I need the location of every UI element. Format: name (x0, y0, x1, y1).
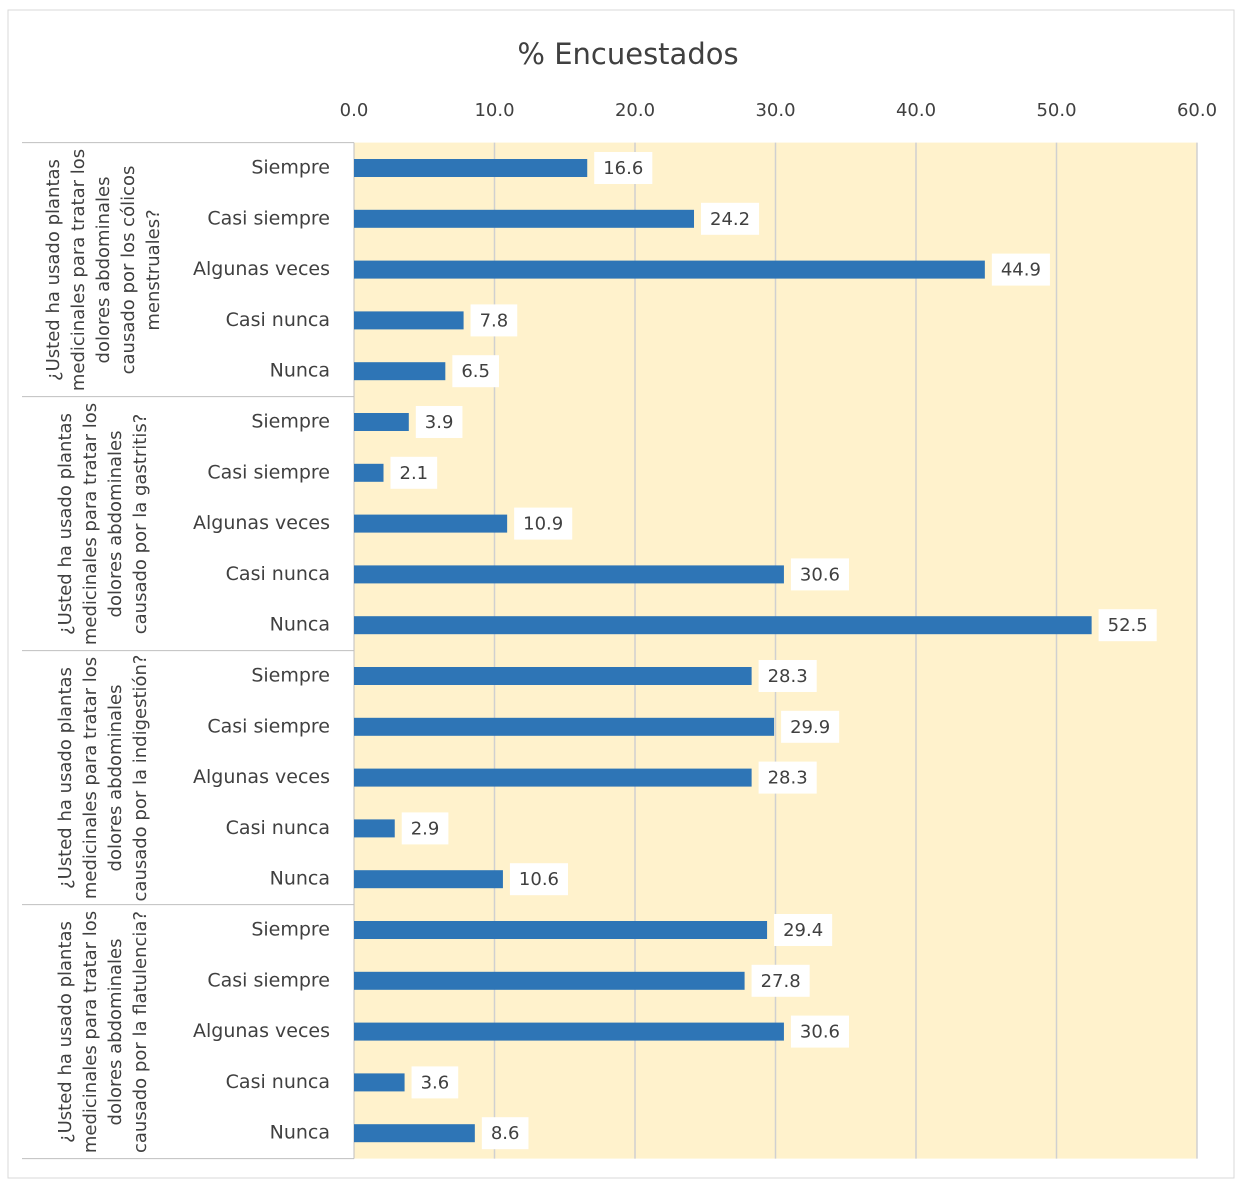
value-label-bg (401, 812, 449, 845)
category-label: Casi nunca (226, 817, 330, 839)
value-label-bg (991, 253, 1050, 286)
bar (354, 1073, 405, 1092)
chart-title: % Encuestados (517, 37, 738, 71)
value-label: 6.5 (461, 361, 490, 382)
bar (354, 413, 409, 431)
bar (354, 1124, 475, 1143)
value-label: 16.6 (603, 158, 643, 179)
category-label: Nunca (270, 1122, 330, 1144)
category-label: Siempre (251, 919, 330, 941)
bar (354, 1022, 784, 1041)
value-label: 30.6 (800, 564, 840, 585)
value-label: 2.1 (400, 463, 429, 484)
value-label: 3.6 (421, 1072, 450, 1093)
value-label-bg (452, 355, 499, 388)
group-label: ¿Usted ha usado plantas medicinales para… (55, 402, 151, 645)
category-label: Nunca (270, 614, 330, 636)
category-label: Algunas veces (193, 258, 330, 280)
value-label-bg (470, 304, 518, 337)
group-label: ¿Usted ha usado plantas medicinales para… (55, 654, 151, 902)
value-label: 10.9 (523, 514, 563, 535)
value-label-bg (774, 914, 833, 946)
value-label-bg (781, 710, 840, 743)
category-label: Algunas veces (193, 766, 330, 788)
x-tick-label: 50.0 (1036, 100, 1076, 121)
value-label: 8.6 (491, 1123, 520, 1144)
bar (354, 667, 752, 685)
category-label: Casi siempre (207, 461, 330, 483)
category-label: Casi siempre (207, 969, 330, 991)
value-label: 28.3 (768, 768, 808, 789)
bar (354, 971, 745, 990)
category-label: Siempre (251, 157, 330, 179)
value-label: 7.8 (480, 310, 509, 331)
value-label-bg (481, 1117, 529, 1150)
value-label-bg (390, 456, 438, 489)
category-label: Casi nunca (226, 309, 330, 331)
category-label: Siempre (251, 411, 330, 433)
value-label: 28.3 (768, 666, 808, 687)
category-label: Siempre (251, 665, 330, 687)
category-label: Casi nunca (226, 563, 330, 585)
bar (354, 565, 784, 584)
value-label: 52.5 (1108, 615, 1148, 636)
bar (354, 921, 768, 939)
x-tick-label: 40.0 (896, 100, 936, 121)
category-label: Algunas veces (193, 512, 330, 534)
value-label-bg (509, 863, 569, 896)
value-label-bg (751, 964, 810, 997)
category-label: Casi nunca (226, 1071, 330, 1093)
chart-border (7, 9, 1235, 1179)
value-label: 24.2 (710, 209, 750, 230)
bar (354, 463, 384, 482)
value-label-bg (758, 660, 817, 692)
value-label-bg (411, 1066, 459, 1099)
bar (354, 159, 588, 177)
value-label-bg (790, 558, 850, 591)
value-label-bg (758, 761, 817, 794)
value-label: 10.6 (519, 869, 559, 890)
value-label: 29.9 (790, 717, 830, 738)
x-tick-label: 10.0 (474, 100, 514, 121)
category-label: Nunca (270, 868, 330, 890)
value-label-bg (1098, 609, 1157, 642)
bar (354, 514, 508, 533)
bar (354, 311, 464, 330)
value-label-bg (514, 507, 573, 540)
value-label-bg (415, 406, 463, 438)
bar (354, 870, 503, 889)
category-label: Casi siempre (207, 207, 330, 229)
category-label: Nunca (270, 360, 330, 382)
x-tick-label: 60.0 (1177, 100, 1217, 121)
x-tick-label: 20.0 (615, 100, 655, 121)
bar (354, 616, 1092, 635)
value-label: 30.6 (800, 1022, 840, 1043)
value-label-bg (790, 1015, 850, 1048)
bar (354, 209, 695, 228)
x-tick-label: 30.0 (755, 100, 795, 121)
value-label-bg (594, 152, 653, 184)
value-label: 44.9 (1001, 260, 1041, 281)
bar (354, 819, 395, 838)
value-label-bg (701, 202, 760, 235)
bar (354, 717, 775, 736)
bar (354, 768, 752, 787)
group-label: ¿Usted ha usado plantas medicinales para… (55, 910, 151, 1153)
category-label: Casi siempre (207, 715, 330, 737)
value-label: 2.9 (411, 818, 440, 839)
bar (354, 260, 985, 279)
bar (354, 362, 446, 381)
value-label: 3.9 (425, 412, 454, 433)
x-tick-label: 0.0 (340, 100, 369, 121)
group-label: ¿Usted ha usado plantas medicinales para… (42, 148, 164, 391)
value-label: 29.4 (783, 920, 823, 941)
value-label: 27.8 (761, 971, 801, 992)
category-label: Algunas veces (193, 1020, 330, 1042)
